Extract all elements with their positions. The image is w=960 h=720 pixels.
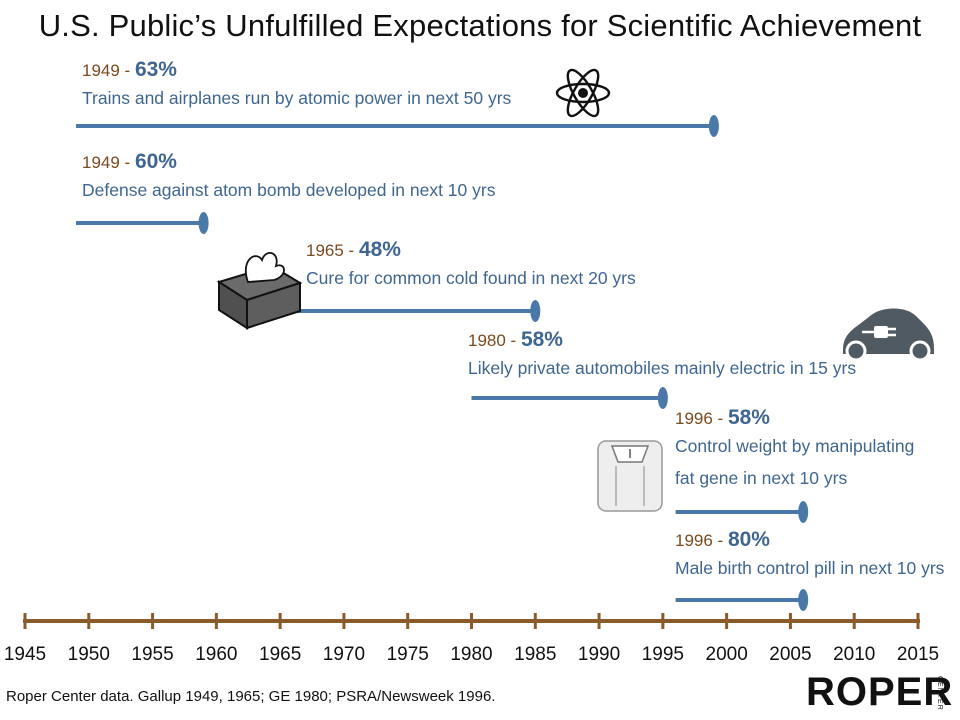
car-wheel <box>909 340 931 362</box>
item-percent: 58% <box>520 328 563 351</box>
tissue <box>245 252 285 283</box>
source-note: Roper Center data. Gallup 1949, 1965; GE… <box>6 688 496 705</box>
item-year: 1949 - <box>82 153 135 172</box>
item-year-line: 1949 - 63% <box>82 58 511 82</box>
tick-label: 1995 <box>642 644 684 665</box>
tick-label: 1985 <box>514 644 556 665</box>
x-axis: 1945 1950 1955 1960 1965 1970 1975 1980 1985 1990… <box>4 613 939 665</box>
tick-label: 1975 <box>387 644 429 665</box>
bar-end-marker <box>198 212 209 234</box>
item-year-line: 1965 - 48% <box>306 238 636 262</box>
tick-label: 1980 <box>450 644 492 665</box>
item-percent: 48% <box>358 238 401 261</box>
item-percent: 60% <box>134 150 177 173</box>
item-year-line: 1996 - 58% <box>675 406 914 430</box>
item-label: 1949 - 63% Trains and airplanes run by at… <box>82 58 511 114</box>
car-wheel <box>845 340 867 362</box>
tick-label: 1950 <box>68 644 110 665</box>
tick-label: 1965 <box>259 644 301 665</box>
bar-end-marker <box>708 115 719 137</box>
electric-car-icon <box>843 308 934 362</box>
item-label: 1965 - 48% Cure for common cold found in … <box>306 238 636 294</box>
roper-logo: ROPER <box>806 670 954 714</box>
tick-label: 1945 <box>4 644 46 665</box>
item-year: 1965 - <box>306 241 359 260</box>
bar-end-marker <box>798 589 809 611</box>
tissue-box-icon <box>216 252 303 330</box>
item-percent: 63% <box>134 58 177 81</box>
tick-label: 1990 <box>578 644 620 665</box>
chart-title: U.S. Public’s Unfulfilled Expectations f… <box>38 8 922 43</box>
plug-head <box>874 326 888 338</box>
item-label: 1949 - 60% Defense against atom bomb deve… <box>82 150 495 206</box>
bar-end-marker <box>530 300 541 322</box>
item-description: Trains and airplanes run by atomic power… <box>82 88 512 108</box>
item-year: 1980 - <box>468 331 521 350</box>
scale-body <box>597 440 663 512</box>
scale-icon <box>597 440 663 512</box>
item-percent: 80% <box>727 528 770 551</box>
atom-nucleus <box>578 88 588 98</box>
roper-logo-sub: CENTER <box>936 676 943 711</box>
item-year: 1996 - <box>675 409 728 428</box>
bar-end-marker <box>798 501 809 523</box>
item-year-line: 1949 - 60% <box>82 150 495 174</box>
item-label: 1980 - 58% Likely private automobiles mai… <box>468 328 856 384</box>
atom-orbit <box>555 82 611 104</box>
item-description: Likely private automobiles mainly electr… <box>468 358 857 378</box>
tick-label: 2015 <box>897 644 939 665</box>
item-year-line: 1980 - 58% <box>468 328 856 352</box>
tick-label: 1960 <box>195 644 237 665</box>
tick-label: 2010 <box>833 644 875 665</box>
bar-end-marker <box>657 387 668 409</box>
item-label: 1996 - 58% Control weight by manipulating… <box>675 406 914 494</box>
item-year: 1996 - <box>675 531 728 550</box>
item-percent: 58% <box>727 406 770 429</box>
item-description: fat gene in next 10 yrs <box>675 468 848 488</box>
tick-label: 2000 <box>706 644 748 665</box>
item-year-line: 1996 - 80% <box>675 528 944 552</box>
timeline-bar <box>76 212 209 234</box>
tick-label: 2005 <box>769 644 811 665</box>
tick-label: 1955 <box>131 644 173 665</box>
item-description: Control weight by manipulating <box>675 436 915 456</box>
timeline-bar <box>76 115 719 137</box>
atom-icon <box>555 68 611 118</box>
tick-label: 1970 <box>323 644 365 665</box>
item-description: Defense against atom bomb developed in n… <box>82 180 496 200</box>
item-label: 1996 - 80% Male birth control pill in nex… <box>675 528 944 584</box>
item-description: Cure for common cold found in next 20 yr… <box>306 268 636 288</box>
item-year: 1949 - <box>82 61 135 80</box>
atom-orbit <box>566 68 600 118</box>
atom-orbit <box>566 68 600 118</box>
timeline-bar <box>675 501 809 523</box>
timeline-bar <box>292 300 541 322</box>
timeline-bar <box>471 387 668 409</box>
box-front <box>246 281 301 330</box>
car-body <box>843 308 934 354</box>
item-description: Male birth control pill in next 10 yrs <box>675 558 945 578</box>
timeline-bar <box>675 589 809 611</box>
